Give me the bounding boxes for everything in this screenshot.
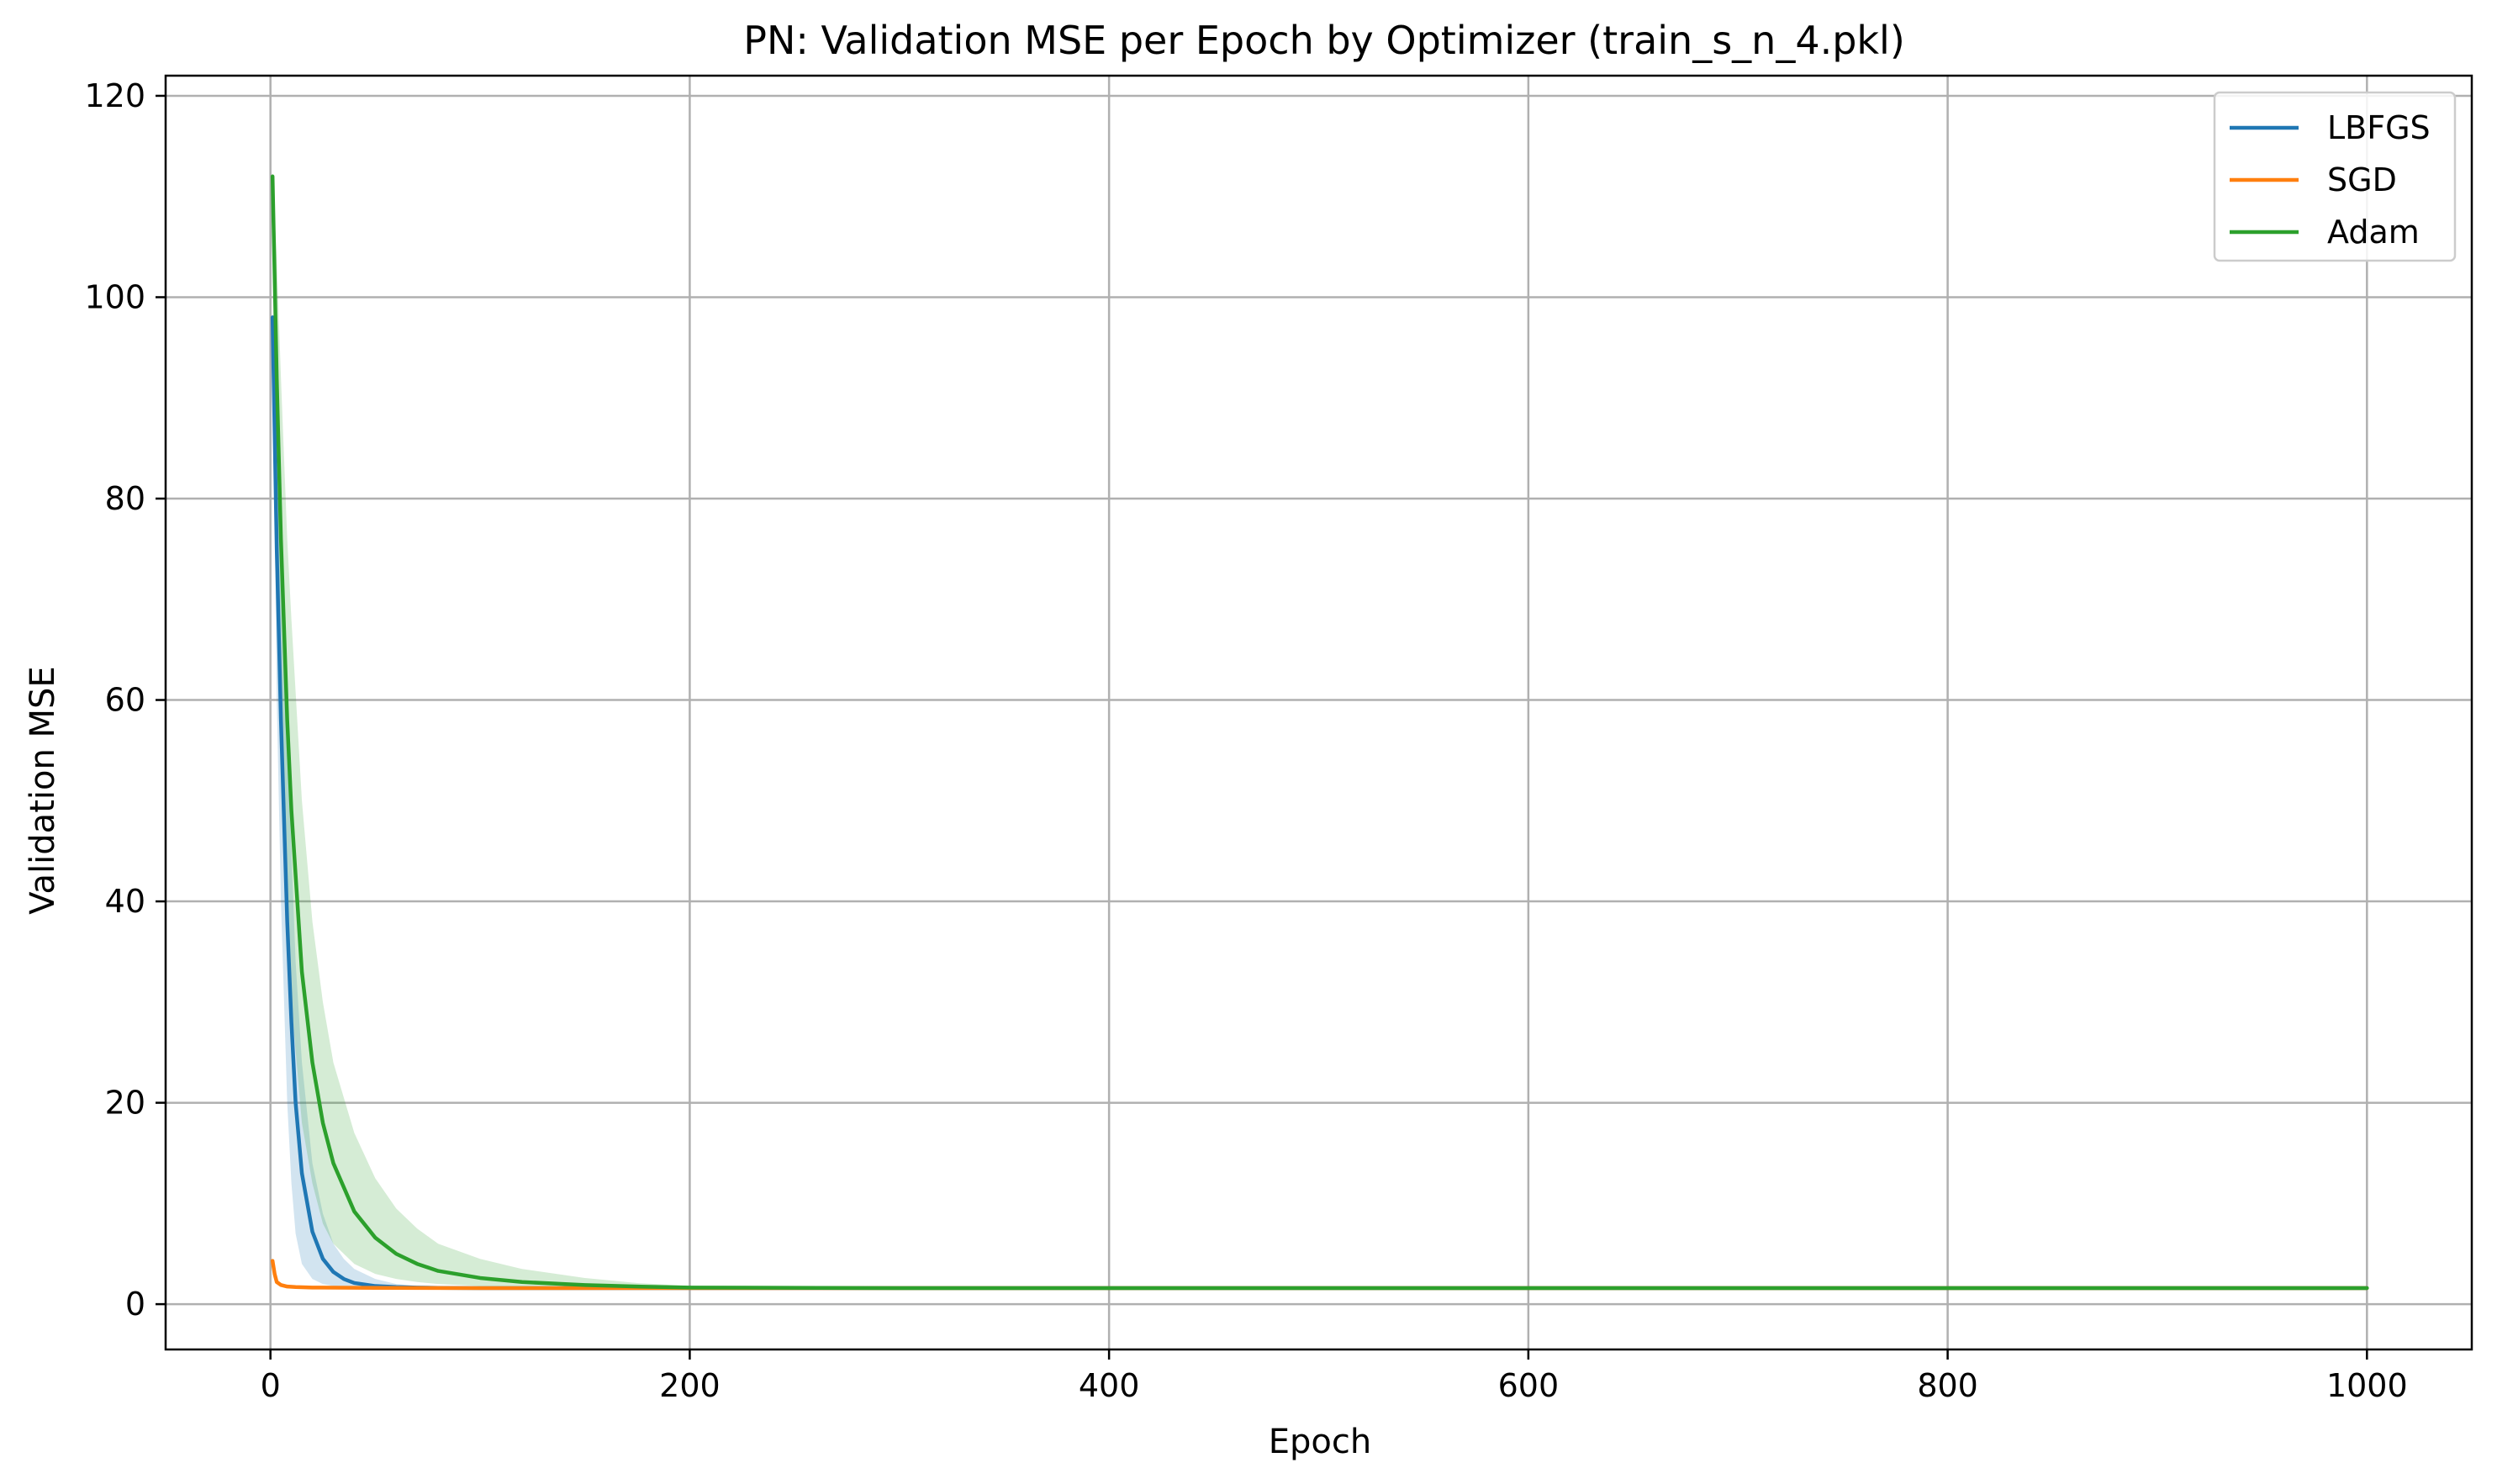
x-tick-label: 400 [1079,1367,1140,1404]
chart-title: PN: Validation MSE per Epoch by Optimize… [743,18,1905,63]
x-tick-label: 1000 [2326,1367,2408,1404]
y-tick-label: 0 [125,1286,145,1323]
legend-label-lbfgs: LBFGS [2327,109,2431,146]
x-tick-label: 0 [261,1367,281,1404]
x-tick-label: 200 [659,1367,721,1404]
x-tick-label: 600 [1498,1367,1560,1404]
y-tick-label: 80 [105,480,145,517]
grid-lines [166,76,2472,1349]
legend-box [2213,91,2457,262]
y-axis-title: Validation MSE [24,666,62,914]
series-lines [270,174,2369,1291]
x-tick-label: 800 [1917,1367,1978,1404]
x-axis-title: Epoch [1269,1423,1371,1461]
y-tick-label: 120 [84,77,145,114]
legend-label-sgd: SGD [2327,161,2397,198]
legend-label-adam: Adam [2327,214,2420,251]
plot-frame [164,74,2473,1351]
axes [156,74,2473,1360]
legend: LBFGS SGD Adam [2213,91,2457,262]
tick-labels: 0 200 400 600 800 1000 0 20 40 60 80 100 120 [84,77,2407,1404]
y-tick-label: 60 [105,682,145,719]
series-line-adam [270,174,2369,1291]
y-tick-label: 40 [105,883,145,920]
y-tick-label: 100 [84,278,145,315]
y-tick-label: 20 [105,1085,145,1122]
